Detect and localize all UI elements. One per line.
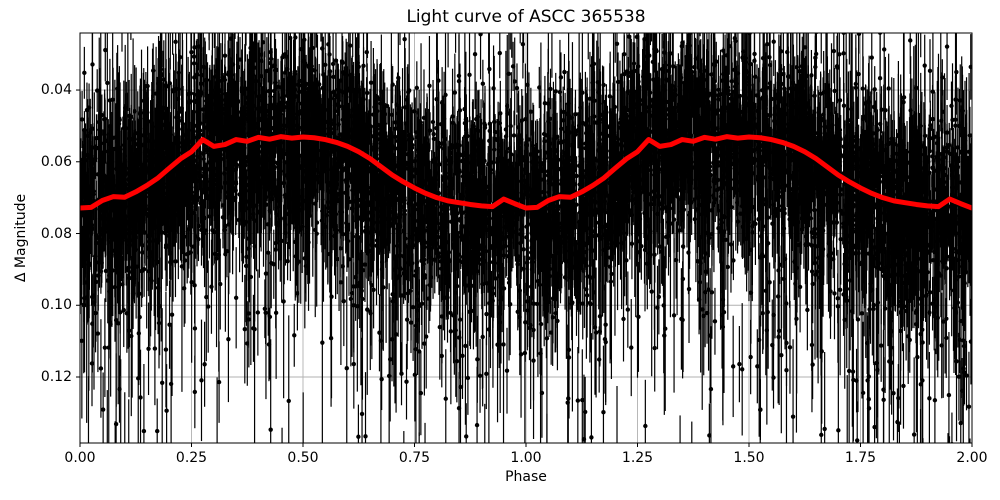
x-tick-label: 1.75 <box>844 450 877 466</box>
chart-title: Light curve of ASCC 365538 <box>406 7 646 27</box>
y-tick-label: 0.12 <box>40 368 72 385</box>
x-tick-label: 0.50 <box>287 450 319 466</box>
y-tick-label: 0.10 <box>40 297 72 314</box>
y-tick-label: 0.08 <box>40 225 72 242</box>
x-tick-label: 1.25 <box>621 450 654 466</box>
x-tick-label: 1.50 <box>733 450 765 466</box>
x-axis-label: Phase <box>505 469 547 485</box>
x-tick-label: 0.25 <box>175 450 208 466</box>
x-tick-label: 2.00 <box>956 450 988 466</box>
x-tick-label: 0.75 <box>398 450 431 466</box>
y-tick-label: 0.06 <box>40 153 72 170</box>
x-tick-label: 1.00 <box>510 450 542 466</box>
y-tick-label: 0.04 <box>40 82 72 99</box>
x-tick-label: 0.00 <box>64 450 96 466</box>
